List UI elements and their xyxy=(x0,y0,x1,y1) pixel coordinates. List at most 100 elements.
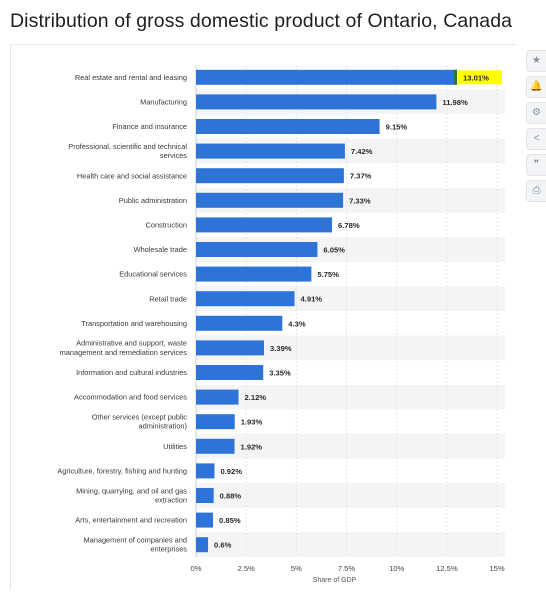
category-label-line: Utilities xyxy=(163,442,187,451)
bar xyxy=(196,438,235,454)
category-label-line: enterprises xyxy=(150,545,187,554)
category-label: Construction xyxy=(146,221,188,230)
category-label: Educational services xyxy=(119,270,187,279)
quote-button[interactable]: ❞ xyxy=(526,154,546,176)
print-icon: ⎙ xyxy=(532,185,541,196)
category-label-line: Educational services xyxy=(119,270,187,279)
x-tick-label: 5% xyxy=(291,564,302,573)
value-label: 13.01% xyxy=(463,73,489,82)
category-label: Professional, scientific and technical se… xyxy=(68,142,187,160)
bar xyxy=(196,340,265,356)
category-label: Wholesale trade xyxy=(134,245,187,254)
bar xyxy=(196,168,344,184)
category-label-line: management and remediation services xyxy=(60,348,188,357)
category-label: Finance and insurance xyxy=(112,122,187,131)
bar xyxy=(196,143,345,159)
category-label-line: Mining, quarrying, and oil and gas xyxy=(76,486,187,495)
bar xyxy=(196,217,333,233)
row-stripe xyxy=(196,434,505,459)
category-label: Agriculture, forestry, fishing and hunti… xyxy=(57,467,187,476)
bar xyxy=(196,512,214,528)
value-label: 7.37% xyxy=(350,172,372,181)
category-label-line: Health care and social assistance xyxy=(77,171,187,180)
bar xyxy=(196,389,239,405)
bell-icon: 🔔 xyxy=(530,81,543,92)
bar xyxy=(196,463,215,479)
bar-end-marker xyxy=(454,69,458,85)
bar xyxy=(196,192,344,208)
row-stripe xyxy=(196,532,505,557)
category-label-line: extraction xyxy=(155,496,187,505)
x-tick-label: 12.5% xyxy=(436,564,458,573)
category-label-line: Finance and insurance xyxy=(112,122,187,131)
category-label-line: Wholesale trade xyxy=(134,245,187,254)
category-label: Administrative and support, waste managem… xyxy=(60,339,188,357)
value-label: 6.78% xyxy=(338,221,360,230)
bell-button[interactable]: 🔔 xyxy=(526,76,546,98)
page-title: Distribution of gross domestic product o… xyxy=(10,10,513,32)
bar xyxy=(196,414,235,430)
value-label: 7.42% xyxy=(351,147,373,156)
category-label-line: Agriculture, forestry, fishing and hunti… xyxy=(57,467,187,476)
bar-chart: Real estate and rental and leasing 13.01%… xyxy=(57,65,505,584)
x-tick-label: 2.5% xyxy=(238,564,256,573)
bar xyxy=(196,242,318,257)
category-label-line: Professional, scientific and technical xyxy=(68,142,187,151)
category-label: Health care and social assistance xyxy=(77,171,187,180)
category-label-line: Real estate and rental and leasing xyxy=(75,73,187,82)
x-tick-label: 10% xyxy=(389,564,404,573)
category-label-line: Public administration xyxy=(119,196,187,205)
bar xyxy=(196,69,458,85)
bar xyxy=(196,537,209,553)
bar xyxy=(196,266,312,282)
x-axis-label: Share of GDP xyxy=(313,577,357,584)
value-label: 2.12% xyxy=(245,393,267,402)
category-label: Public administration xyxy=(119,196,187,205)
value-label-highlight xyxy=(458,70,503,85)
share-button[interactable]: < xyxy=(526,128,546,150)
bar xyxy=(196,315,283,331)
value-label: 3.35% xyxy=(269,369,291,378)
category-label-line: Other services (except public xyxy=(92,413,188,422)
value-label: 3.39% xyxy=(270,344,292,353)
category-label-line: Administrative and support, waste xyxy=(76,339,187,348)
category-label: Mining, quarrying, and oil and gas extrac… xyxy=(76,486,187,504)
x-tick-label: 0% xyxy=(191,564,202,573)
category-label: Transportation and warehousing xyxy=(81,319,187,328)
category-label: Manufacturing xyxy=(140,98,187,107)
chart-card: Real estate and rental and leasing 13.01%… xyxy=(10,44,516,590)
category-label: Arts, entertainment and recreation xyxy=(75,516,187,525)
gear-button[interactable]: ⚙ xyxy=(526,102,546,124)
value-label: 5.75% xyxy=(317,270,339,279)
print-button[interactable]: ⎙ xyxy=(526,180,546,202)
value-label: 0.92% xyxy=(220,467,242,476)
gear-icon: ⚙ xyxy=(532,107,541,118)
category-label-line: services xyxy=(160,151,187,160)
bar xyxy=(196,291,295,307)
category-label-line: Arts, entertainment and recreation xyxy=(75,516,187,525)
star-icon: ★ xyxy=(532,55,541,66)
share-icon: < xyxy=(533,133,540,144)
bar xyxy=(196,365,264,380)
category-label-line: Management of companies and xyxy=(83,536,187,545)
row-stripe xyxy=(196,384,505,410)
bar xyxy=(196,94,437,110)
side-toolbar: ★ 🔔 ⚙ < ❞ ⎙ xyxy=(526,50,546,206)
value-label: 0.85% xyxy=(219,516,241,525)
value-label: 4.91% xyxy=(301,295,323,304)
value-label: 11.98% xyxy=(442,98,468,107)
category-label: Accommodation and food services xyxy=(74,393,187,402)
category-label-line: Manufacturing xyxy=(140,98,187,107)
category-label: Other services (except public administrat… xyxy=(92,413,188,431)
value-label: 1.92% xyxy=(241,442,263,451)
value-label: 9.15% xyxy=(386,123,408,132)
quote-icon: ❞ xyxy=(533,159,540,170)
bar xyxy=(196,119,380,134)
row-stripe xyxy=(196,483,505,508)
value-label: 1.93% xyxy=(241,418,263,427)
x-tick-label: 7.5% xyxy=(338,564,356,573)
bar xyxy=(196,488,214,503)
star-button[interactable]: ★ xyxy=(526,50,546,72)
category-label-line: Information and cultural industries xyxy=(76,368,187,377)
category-label-line: Construction xyxy=(146,221,188,230)
